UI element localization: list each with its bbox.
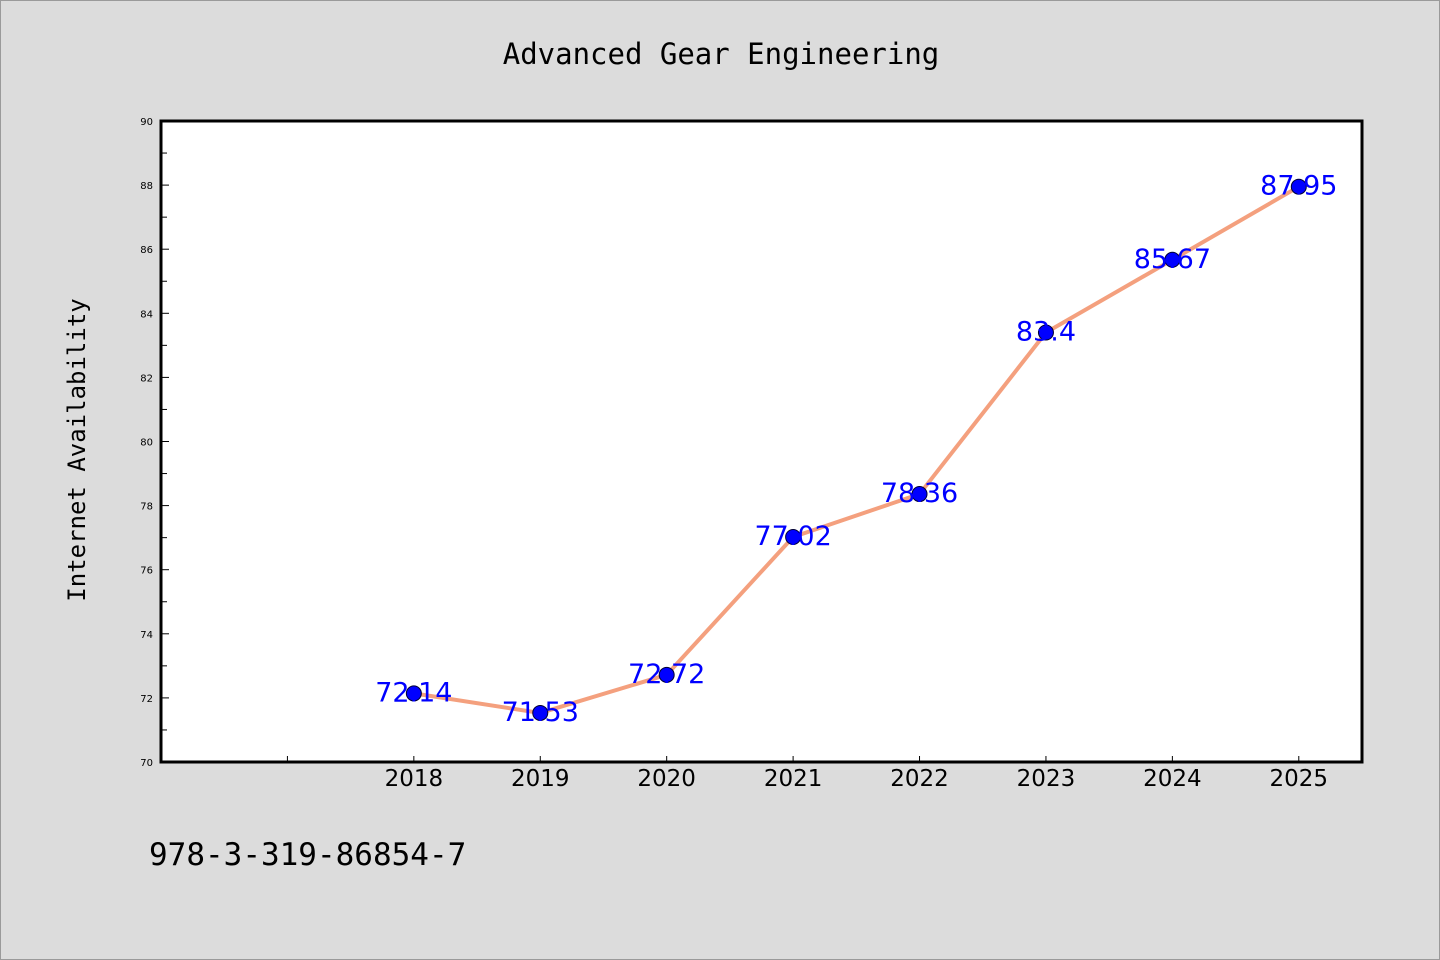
y-tick-label: 74 — [140, 630, 153, 641]
data-label: 71.53 — [502, 697, 579, 728]
plot-frame — [159, 119, 1364, 764]
y-tick-label: 88 — [140, 181, 153, 192]
data-label: 78.36 — [881, 478, 958, 509]
y-tick-label: 76 — [140, 566, 153, 577]
x-tick-label: 2019 — [511, 766, 570, 792]
data-point-marker — [1037, 324, 1054, 341]
chart-title: Advanced Gear Engineering — [503, 37, 940, 71]
y-tick-label: 80 — [140, 438, 153, 449]
data-label: 83.4 — [1016, 317, 1076, 348]
x-tick-label: 2024 — [1143, 766, 1202, 792]
y-tick-label: 90 — [140, 117, 153, 128]
y-axis-label: Internet Availability — [63, 298, 91, 601]
series-line-group — [411, 184, 1301, 715]
data-label: 87.95 — [1260, 171, 1337, 202]
x-tick-label: 2020 — [637, 766, 696, 792]
data-label: 85.67 — [1134, 244, 1211, 275]
x-tick-label: 2021 — [764, 766, 823, 792]
y-tick-label: 78 — [140, 502, 153, 513]
data-point-marker — [405, 685, 422, 702]
data-label: 77.02 — [754, 521, 831, 552]
y-axis: 70 72 74 76 78 80 82 84 86 88 90 — [140, 117, 169, 769]
x-tick-label: 2018 — [385, 766, 444, 792]
x-axis: 2018 2019 2020 2021 2022 2023 2024 2025 — [160, 756, 1329, 792]
x-tick-label: 2023 — [1017, 766, 1076, 792]
x-tick-label: 2022 — [890, 766, 949, 792]
footer-isbn: 978-3-319-86854-7 — [149, 837, 466, 873]
data-label: 72.72 — [628, 659, 705, 690]
data-label-group: 72.14 71.53 72.72 77.02 78.36 83.4 85.67 87.95 — [375, 171, 1337, 728]
data-point-marker — [1164, 251, 1181, 268]
data-point-marker — [785, 529, 802, 546]
y-tick-label: 72 — [140, 694, 153, 705]
y-tick-label: 70 — [140, 758, 153, 769]
y-tick-label: 82 — [140, 373, 153, 384]
data-point-marker — [911, 486, 928, 503]
series-line — [411, 184, 1301, 715]
data-point-marker — [658, 666, 675, 683]
plot-area — [161, 121, 1362, 762]
data-point-marker — [1290, 178, 1307, 195]
marker-group — [405, 178, 1307, 721]
x-tick-label: 2025 — [1270, 766, 1329, 792]
y-tick-label: 84 — [140, 309, 153, 320]
data-point-marker — [532, 704, 549, 721]
y-tick-label: 86 — [140, 245, 153, 256]
data-label: 72.14 — [375, 677, 452, 708]
